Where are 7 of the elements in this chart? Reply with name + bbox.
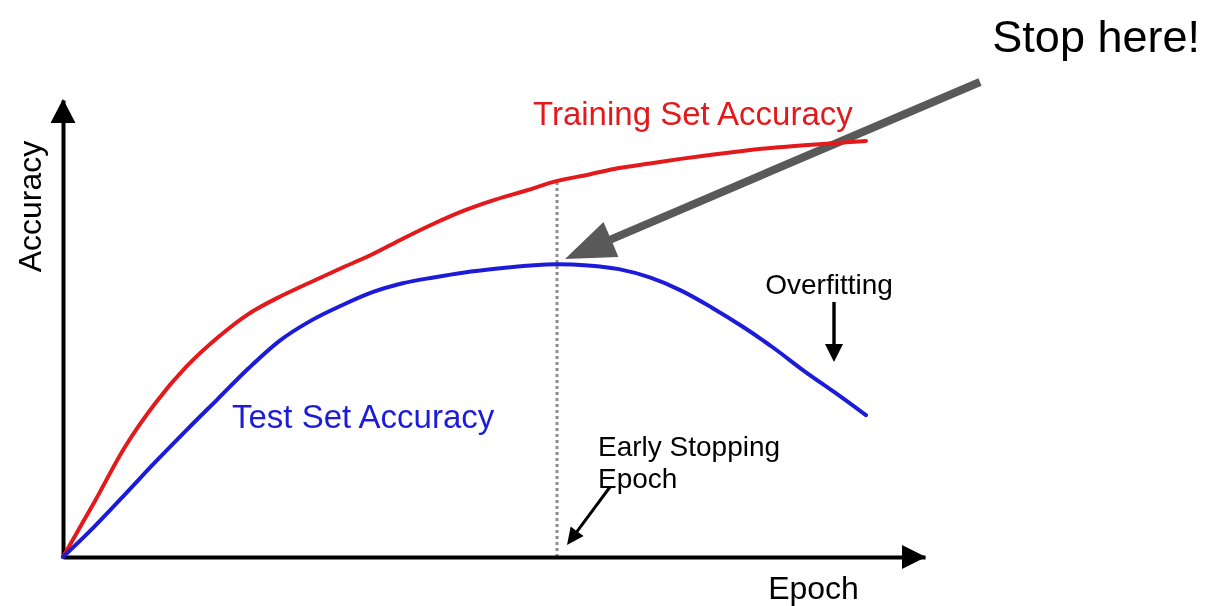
series-label: Training Set Accuracy bbox=[533, 95, 854, 132]
y-axis-title: Accuracy bbox=[11, 140, 48, 273]
annotation: Early Stopping Epoch bbox=[598, 431, 781, 494]
series-label: Test Set Accuracy bbox=[232, 398, 495, 435]
annotation: Overfitting bbox=[765, 269, 893, 300]
text: Stop here! bbox=[992, 11, 1200, 62]
x-axis-title: Epoch bbox=[768, 569, 859, 606]
